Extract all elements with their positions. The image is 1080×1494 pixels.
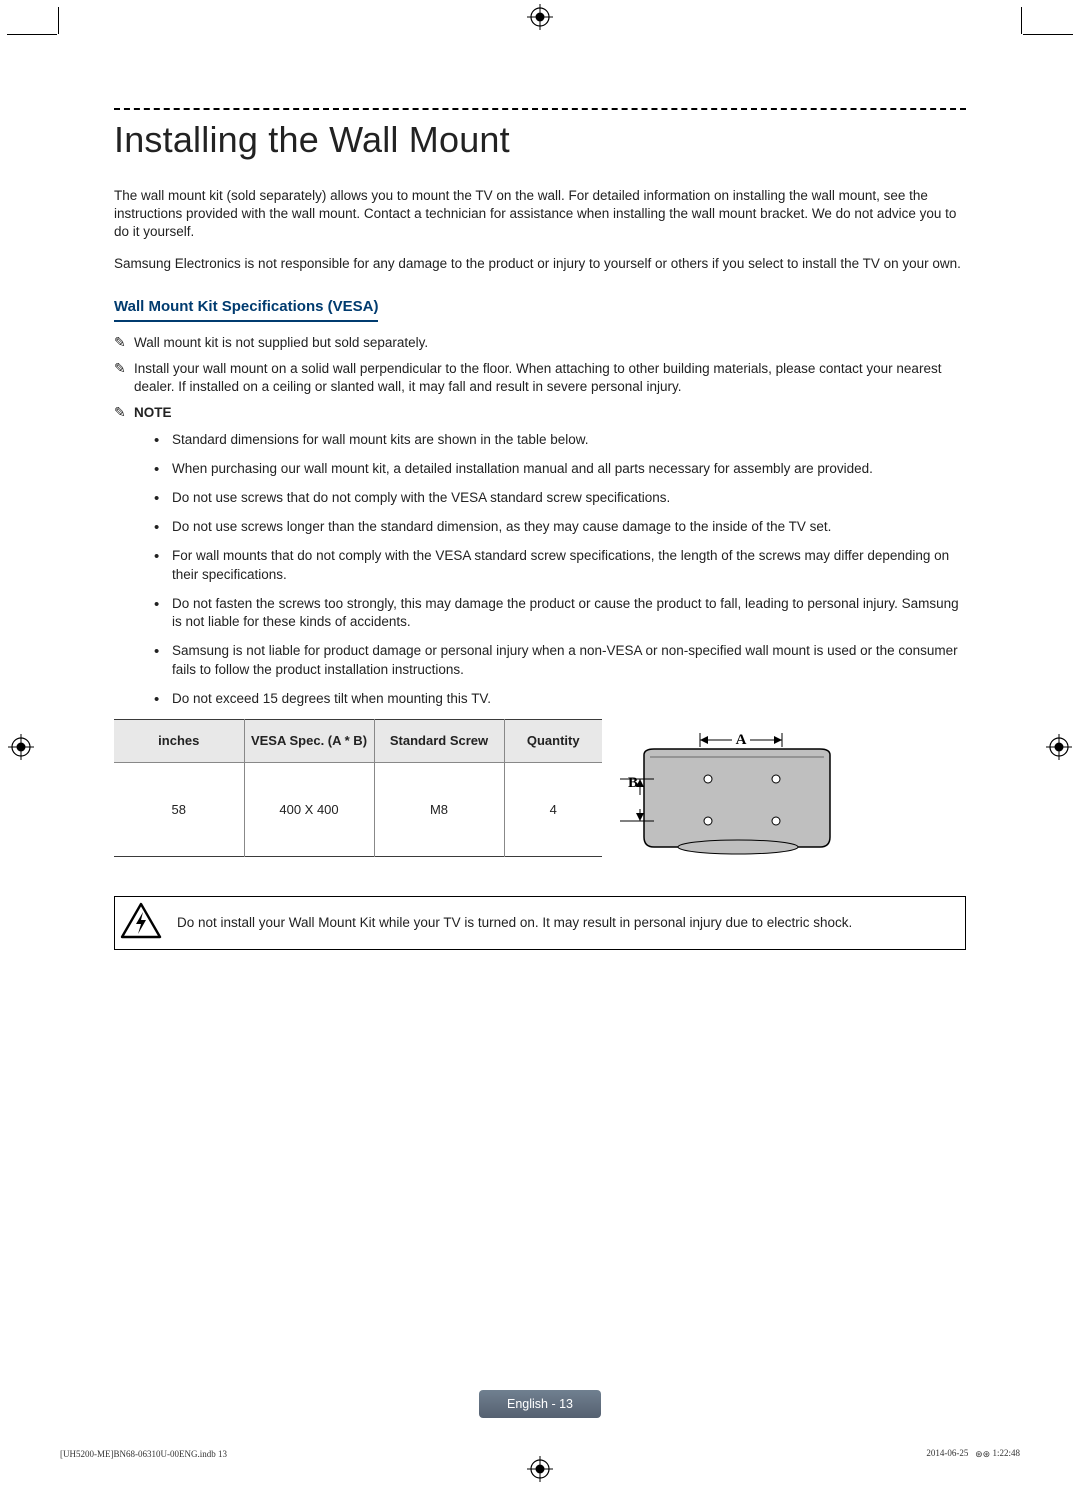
note-label: NOTE — [134, 404, 172, 422]
col-inches: inches — [114, 720, 244, 763]
note-icon: ✎ — [114, 360, 134, 377]
cell-screw: M8 — [374, 762, 504, 857]
dashed-divider — [114, 108, 966, 110]
crop-mark — [7, 34, 57, 35]
bullet-list: Standard dimensions for wall mount kits … — [114, 431, 966, 708]
clock-icon: ⊛⊛ — [975, 1448, 990, 1460]
registration-mark-icon — [8, 734, 34, 760]
diagram-label-a: A — [736, 732, 747, 748]
crop-mark — [1021, 7, 1022, 34]
diagram-label-b: B — [628, 775, 638, 791]
cell-vesa: 400 X 400 — [244, 762, 374, 857]
col-quantity: Quantity — [504, 720, 602, 763]
cell-inches: 58 — [114, 762, 244, 857]
note-text: Wall mount kit is not supplied but sold … — [134, 334, 966, 352]
footer-date: 2014-06-25 — [926, 1448, 968, 1458]
warning-box: Do not install your Wall Mount Kit while… — [114, 896, 966, 951]
intro-paragraph-1: The wall mount kit (sold separately) all… — [114, 187, 966, 242]
note-icon: ✎ — [114, 334, 134, 351]
vesa-diagram: A B — [614, 719, 836, 870]
list-item: Do not use screws that do not comply wit… — [154, 489, 966, 507]
subsection-title: Wall Mount Kit Specifications (VESA) — [114, 297, 378, 321]
cell-quantity: 4 — [504, 762, 602, 857]
list-item: Do not use screws longer than the standa… — [154, 518, 966, 536]
col-screw: Standard Screw — [374, 720, 504, 763]
note-item: ✎ Wall mount kit is not supplied but sol… — [114, 334, 966, 352]
list-item: For wall mounts that do not comply with … — [154, 547, 966, 583]
note-item: ✎ Install your wall mount on a solid wal… — [114, 360, 966, 396]
list-item: Standard dimensions for wall mount kits … — [154, 431, 966, 449]
list-item: Samsung is not liable for product damage… — [154, 642, 966, 678]
page-title: Installing the Wall Mount — [114, 116, 966, 165]
footer-timestamp: 2014-06-25 ⊛⊛ 1:22:48 — [926, 1447, 1020, 1460]
warning-text: Do not install your Wall Mount Kit while… — [177, 914, 852, 932]
registration-mark-icon — [527, 4, 553, 30]
registration-mark-icon — [1046, 734, 1072, 760]
list-item: Do not exceed 15 degrees tilt when mount… — [154, 690, 966, 708]
note-icon: ✎ — [114, 404, 134, 421]
list-item: Do not fasten the screws too strongly, t… — [154, 595, 966, 631]
vesa-table: inches VESA Spec. (A * B) Standard Screw… — [114, 719, 602, 857]
footer-file-name: [UH5200-ME]BN68-06310U-00ENG.indb 13 — [60, 1448, 227, 1460]
footer-time: 1:22:48 — [992, 1448, 1020, 1458]
main-content: Installing the Wall Mount The wall mount… — [114, 108, 966, 950]
electric-warning-icon — [119, 901, 163, 946]
col-vesa: VESA Spec. (A * B) — [244, 720, 374, 763]
crop-mark — [58, 7, 59, 34]
note-text: Install your wall mount on a solid wall … — [134, 360, 966, 396]
intro-paragraph-2: Samsung Electronics is not responsible f… — [114, 255, 966, 273]
page-number-tab: English - 13 — [479, 1390, 601, 1418]
registration-mark-icon — [527, 1456, 553, 1482]
table-row: 58 400 X 400 M8 4 — [114, 762, 602, 857]
table-header-row: inches VESA Spec. (A * B) Standard Screw… — [114, 720, 602, 763]
crop-mark — [1023, 34, 1073, 35]
note-header-row: ✎ NOTE — [114, 404, 966, 422]
list-item: When purchasing our wall mount kit, a de… — [154, 460, 966, 478]
